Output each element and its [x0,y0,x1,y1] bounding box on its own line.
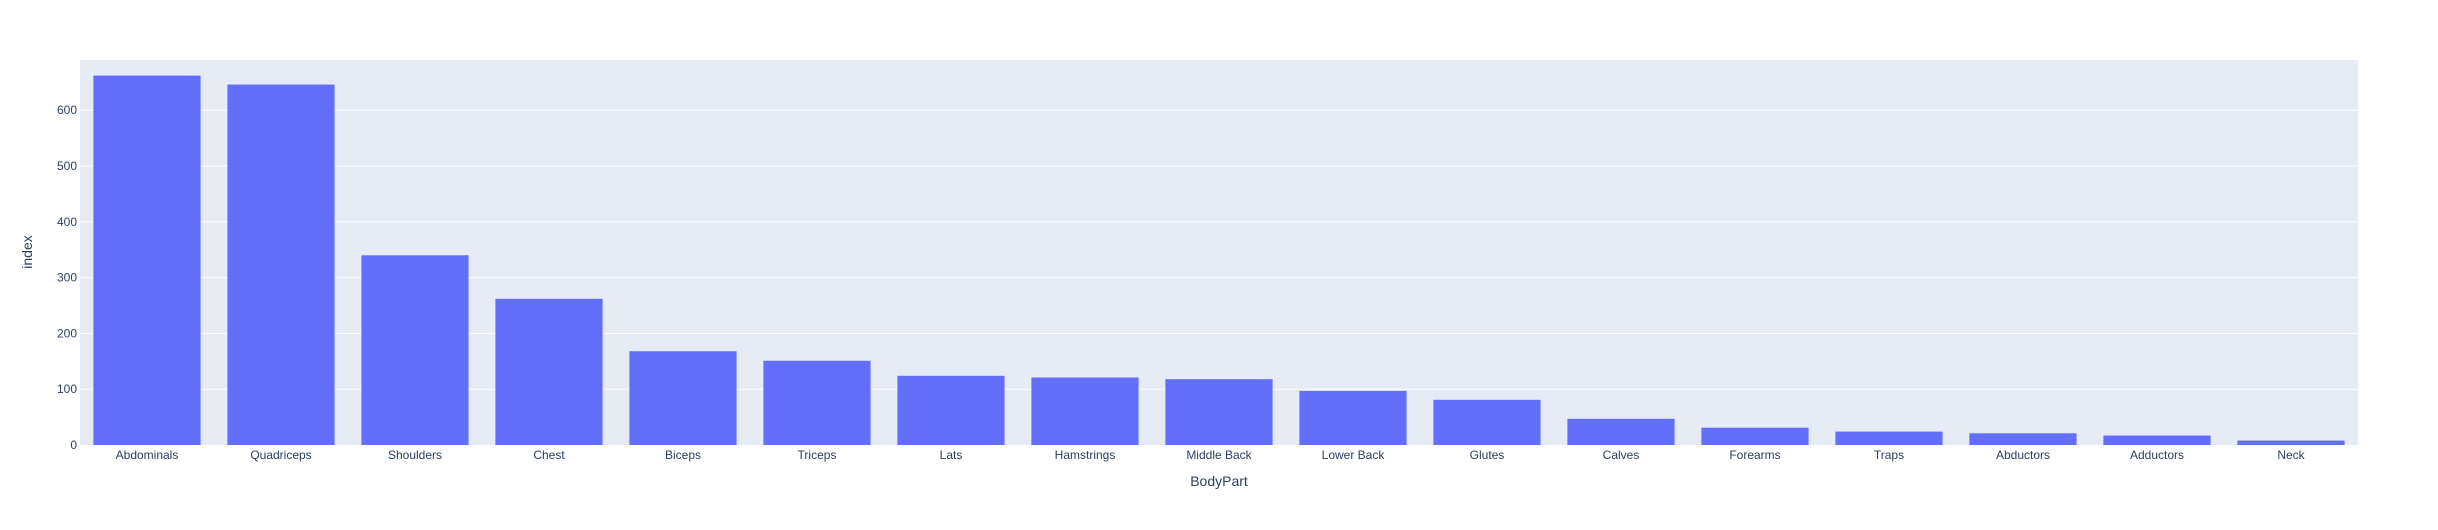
x-tick-labels: Abdominals Quadriceps Shoulders Chest Biceps… [116,448,2306,462]
x-tick-label: Adductors [2130,448,2184,462]
bar-hamstrings[interactable] [1031,377,1139,445]
x-tick-label: Lower Back [1322,448,1386,462]
x-tick-label: Abdominals [116,448,179,462]
bar-abdominals[interactable] [93,75,201,445]
y-tick-label: 500 [57,159,77,173]
bar-glutes[interactable] [1433,399,1541,445]
bar-abductors[interactable] [1969,433,2077,445]
bar-lats[interactable] [897,375,1005,445]
y-tick-label: 100 [57,382,77,396]
x-tick-label: Triceps [798,448,837,462]
x-tick-label: Neck [2277,448,2305,462]
bar-adductors[interactable] [2103,435,2211,445]
y-tick-label: 200 [57,326,77,340]
bars [93,75,2345,446]
x-tick-label: Abductors [1996,448,2050,462]
x-tick-label: Hamstrings [1055,448,1116,462]
y-tick-labels: 0 100 200 300 400 500 600 [57,103,77,452]
x-tick-label: Quadriceps [250,448,311,462]
bar-lower-back[interactable] [1299,390,1407,445]
bar-middle-back[interactable] [1165,379,1273,445]
y-tick-label: 0 [70,438,77,452]
bar-quadriceps[interactable] [227,84,335,446]
bar-triceps[interactable] [763,360,871,445]
y-tick-label: 600 [57,103,77,117]
bar-traps[interactable] [1835,431,1943,445]
bar-forearms[interactable] [1701,427,1809,445]
x-tick-label: Traps [1874,448,1904,462]
y-tick-label: 400 [57,215,77,229]
x-tick-label: Middle Back [1186,448,1252,462]
bar-shoulders[interactable] [361,255,469,445]
x-tick-label: Shoulders [388,448,442,462]
bar-biceps[interactable] [629,351,737,445]
x-tick-label: Lats [940,448,963,462]
bar-calves[interactable] [1567,418,1675,445]
x-tick-label: Biceps [665,448,701,462]
x-tick-label: Forearms [1729,448,1780,462]
x-tick-label: Chest [533,448,565,462]
x-tick-label: Calves [1603,448,1640,462]
bar-neck[interactable] [2237,440,2345,445]
y-tick-label: 300 [57,271,77,285]
bar-chest[interactable] [495,298,603,445]
y-axis-title: index [19,235,35,268]
x-axis-title: BodyPart [1190,473,1248,489]
x-tick-label: Glutes [1470,448,1505,462]
